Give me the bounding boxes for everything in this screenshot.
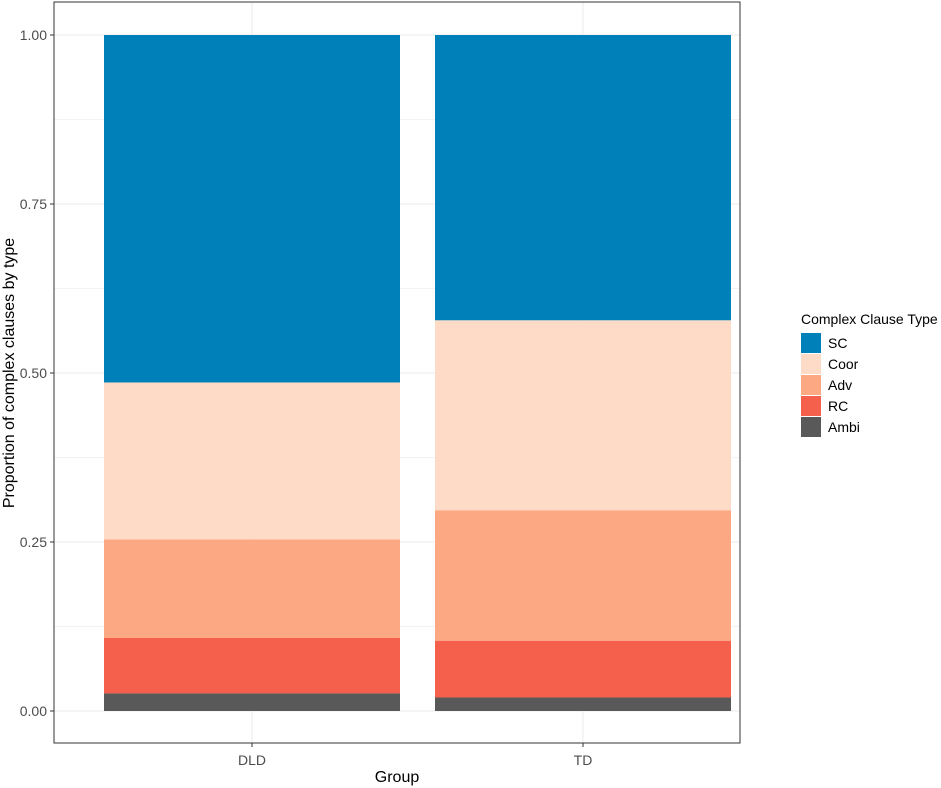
legend-title: Complex Clause Type — [801, 311, 938, 327]
y-tick-label: 0.00 — [20, 703, 47, 719]
x-axis: DLD TD — [238, 743, 592, 768]
x-tick-label: DLD — [238, 752, 266, 768]
legend-label-rc: RC — [828, 398, 848, 414]
bar-segment-dld-adv — [104, 539, 400, 638]
y-tick-label: 1.00 — [20, 27, 47, 43]
legend-key-rc — [801, 396, 821, 416]
y-tick-label: 0.25 — [20, 534, 47, 550]
bar-segment-td-sc — [435, 35, 731, 321]
bar-segment-td-ambi — [435, 697, 731, 711]
bar-segment-td-adv — [435, 510, 731, 641]
legend-label-sc: SC — [828, 335, 847, 351]
legend-label-coor: Coor — [828, 356, 859, 372]
legend-key-adv — [801, 375, 821, 395]
x-axis-title: Group — [375, 769, 420, 786]
bar-segment-dld-coor — [104, 382, 400, 540]
legend-label-adv: Adv — [828, 377, 852, 393]
bar-segment-dld-ambi — [104, 693, 400, 711]
legend-key-ambi — [801, 417, 821, 437]
bar-segment-dld-rc — [104, 637, 400, 694]
y-axis: 0.00 0.25 0.50 0.75 1.00 — [20, 27, 54, 719]
legend: Complex Clause Type SC Coor Adv RC Ambi — [801, 311, 938, 437]
bar-segment-td-coor — [435, 320, 731, 511]
x-tick-label: TD — [574, 752, 593, 768]
legend-key-sc — [801, 333, 821, 353]
legend-label-ambi: Ambi — [828, 419, 860, 435]
bar-segment-dld-sc — [104, 35, 400, 383]
y-tick-label: 0.50 — [20, 365, 47, 381]
y-tick-label: 0.75 — [20, 196, 47, 212]
legend-key-coor — [801, 354, 821, 374]
bar-segment-td-rc — [435, 640, 731, 698]
bars — [104, 35, 731, 711]
y-axis-title: Proportion of complex clauses by type — [1, 238, 18, 508]
